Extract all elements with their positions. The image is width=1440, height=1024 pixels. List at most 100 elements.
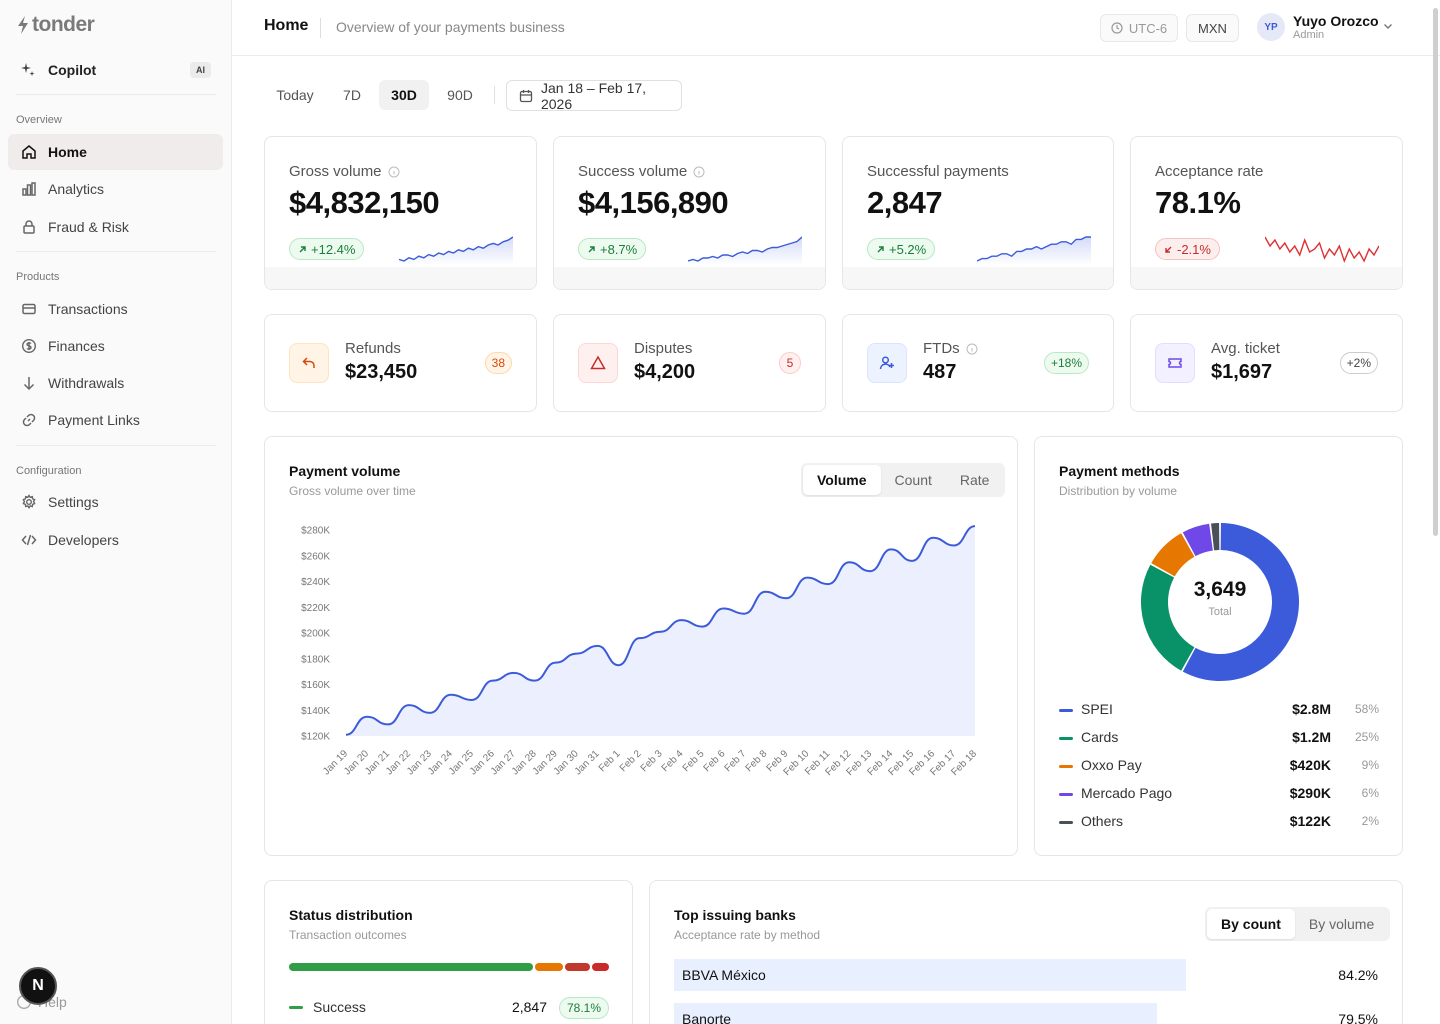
info-icon[interactable] [966,343,978,355]
mini-label-text: FTDs [923,340,960,357]
y-tick-label: $240K [301,577,330,588]
period-90d[interactable]: 90D [447,87,473,103]
stat-change-badge: +12.4% [289,238,365,260]
tab-count[interactable]: Count [894,472,932,488]
mini-card-avg-ticket[interactable]: Avg. ticket $1,697 +2% [1130,314,1403,412]
header-separator [320,18,321,38]
mini-card-refunds[interactable]: Refunds $23,450 38 [264,314,537,412]
stat-change-text: +8.7% [600,241,638,257]
legend-name: Cards [1081,729,1119,745]
brand-logo[interactable]: tonder [16,12,95,38]
date-range-label: Jan 18 – Feb 17, 2026 [540,79,647,112]
period-7d[interactable]: 7D [343,87,361,103]
volume-point [759,586,771,598]
sparkline [977,236,1091,265]
card-subtitle: Acceptance rate by method [674,928,821,942]
page-scrollbar[interactable] [1433,8,1438,536]
ticket-icon [1155,343,1195,383]
tab-by-count[interactable]: By count [1207,909,1295,939]
stat-card-acceptance-rate[interactable]: Acceptance rate 78.1% -2.1% [1130,136,1403,290]
sidebar-item-developers[interactable]: Developers [8,522,223,558]
legend-row: SPEI $2.8M 58% [1059,700,1379,720]
tab-rate[interactable]: Rate [959,472,990,488]
tab-volume[interactable]: Volume [803,465,881,495]
bank-bar [674,1003,1157,1024]
sparkline-area [399,237,513,265]
stat-label: Gross volume [289,163,400,180]
date-range-picker[interactable]: Jan 18 – Feb 17, 2026 [506,79,682,112]
stat-card-success-volume[interactable]: Success volume $4,156,890 +8.7% [553,136,826,290]
stat-card-successful-payments[interactable]: Successful payments 2,847 +5.2% [842,136,1114,290]
volume-point [717,603,729,615]
home-icon [20,143,38,161]
section-configuration-title: Configuration [16,465,82,477]
chevron-down-icon[interactable] [1382,20,1394,32]
avatar[interactable]: YP [1257,13,1285,41]
sidebar-divider [16,251,216,252]
stat-change-text: -2.1% [1177,241,1211,257]
sidebar-item-label: Withdrawals [48,375,125,391]
mini-card-disputes[interactable]: Disputes $4,200 5 [553,314,826,412]
period-today[interactable]: Today [276,87,314,103]
sidebar-item-label: Finances [48,338,105,354]
y-tick-label: $220K [301,603,330,614]
stat-change-text: +12.4% [311,241,356,257]
bank-row[interactable]: BBVA México 84.2% [674,959,1378,991]
bank-bar [674,959,1186,991]
tab-by-volume[interactable]: By volume [1308,916,1375,932]
stat-label: Acceptance rate [1155,163,1263,180]
dollar-icon [20,337,38,355]
user-name[interactable]: Yuyo Orozco [1293,13,1379,29]
mini-value: $4,200 [634,361,696,383]
bank-pct: 84.2% [1338,967,1378,983]
volume-point [592,640,604,652]
timezone-selector[interactable]: UTC-6 [1100,14,1178,42]
volume-point [445,689,457,701]
sidebar-item-label: Settings [48,494,99,510]
info-icon[interactable] [388,166,400,178]
info-icon[interactable] [693,166,705,178]
sidebar-item-transactions[interactable]: Transactions [8,291,223,327]
mini-card-ftds[interactable]: FTDs 487 +18% [842,314,1114,412]
sparkline-area [977,237,1091,265]
volume-point [508,667,520,679]
volume-area [346,526,975,736]
volume-point [696,621,708,633]
sidebar-item-analytics[interactable]: Analytics [8,171,223,207]
legend-swatch [1059,709,1073,712]
volume-point [675,614,687,626]
bank-row[interactable]: Banorte 79.5% [674,1003,1378,1024]
mini-value: $23,450 [345,361,418,383]
sidebar-item-finances[interactable]: Finances [8,328,223,364]
stat-label-text: Gross volume [289,163,382,180]
legend-amount: $122K [1289,813,1331,829]
status-name: Success [313,999,366,1015]
currency-selector[interactable]: MXN [1186,14,1239,42]
sidebar-divider [16,94,216,95]
sidebar-item-settings[interactable]: Settings [8,484,223,520]
sparkline-line [688,236,802,262]
donut-slice [1151,533,1195,577]
dev-tools-badge[interactable]: N [19,967,57,1005]
volume-point [466,694,478,706]
copilot-button[interactable]: Copilot AI [8,54,223,86]
volume-point [340,729,352,741]
sidebar-item-withdrawals[interactable]: Withdrawals [8,365,223,401]
sidebar-item-fraud-risk[interactable]: Fraud & Risk [8,209,223,245]
y-tick-label: $120K [301,732,330,743]
sidebar-item-home[interactable]: Home [8,134,223,170]
sparkline-line [977,236,1091,262]
x-tick-label: Feb 6 [702,748,728,774]
period-30d[interactable]: 30D [379,80,429,110]
card-footer [843,267,1113,289]
stat-value: $4,832,150 [289,185,440,220]
volume-point [424,707,436,719]
count-badge: 5 [779,352,801,374]
status-pct-badge: 78.1% [558,997,609,1019]
stat-card-gross-volume[interactable]: Gross volume $4,832,150 +12.4% [264,136,537,290]
card-subtitle: Gross volume over time [289,484,416,498]
period-separator [494,86,495,104]
donut-slice [1182,523,1213,557]
chart-icon [20,180,38,198]
sidebar-item-payment-links[interactable]: Payment Links [8,402,223,438]
